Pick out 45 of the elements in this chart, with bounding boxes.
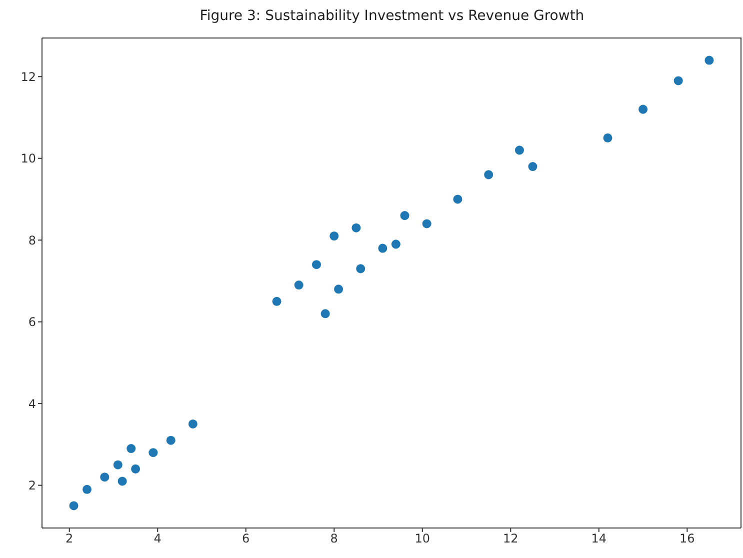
- point: [603, 133, 612, 142]
- point: [352, 223, 361, 232]
- point: [100, 472, 110, 482]
- x-tick-label: 8: [330, 532, 338, 546]
- y-tick-label: 2: [28, 478, 36, 493]
- x-tick-label: 16: [680, 532, 695, 546]
- point: [391, 240, 400, 249]
- point: [294, 280, 304, 290]
- point: [330, 231, 339, 241]
- point: [674, 76, 683, 86]
- point: [131, 464, 140, 474]
- point: [82, 484, 92, 494]
- y-tick-label: 8: [28, 233, 36, 248]
- point: [378, 244, 388, 253]
- point: [188, 419, 198, 428]
- point: [514, 146, 524, 155]
- point: [126, 444, 136, 454]
- point: [334, 284, 344, 294]
- chart-title: Figure 3: Sustainability Investment vs Revenue Growth: [198, 8, 586, 24]
- x-tick-label: 12: [503, 532, 518, 546]
- point: [69, 501, 78, 510]
- y-tick-label: 10: [20, 152, 36, 166]
- point: [166, 436, 176, 445]
- point: [356, 264, 366, 274]
- x-tick-label: 4: [154, 532, 162, 546]
- point: [484, 170, 494, 180]
- point: [272, 296, 282, 306]
- y-tick-label: 4: [28, 396, 36, 411]
- y-tick-label: 12: [20, 70, 36, 84]
- point: [118, 476, 127, 486]
- point: [113, 460, 122, 470]
- x-tick-label: 6: [242, 532, 250, 546]
- point: [148, 448, 158, 458]
- point: [528, 162, 538, 172]
- point: [704, 56, 714, 65]
- point: [453, 194, 462, 204]
- point: [320, 309, 330, 318]
- y-tick-label: 6: [28, 315, 36, 330]
- point: [400, 211, 410, 220]
- x-tick-label: 2: [66, 532, 74, 546]
- x-tick-label: 14: [591, 532, 607, 546]
- point: [422, 219, 432, 228]
- point: [638, 104, 648, 114]
- point: [312, 260, 321, 270]
- x-tick-label: 10: [414, 532, 430, 546]
